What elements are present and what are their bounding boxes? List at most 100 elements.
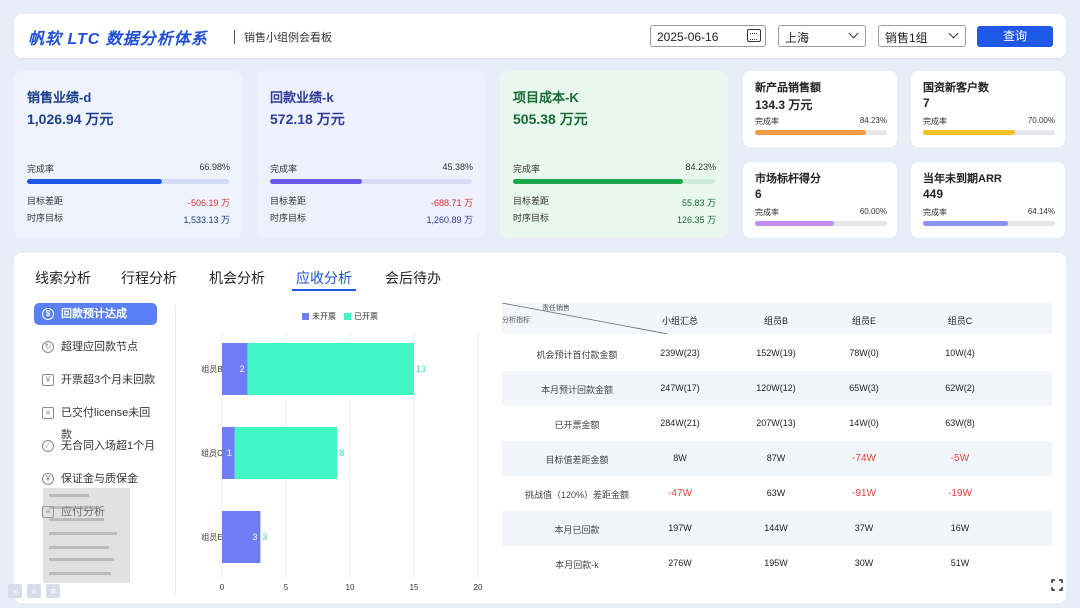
side-item-license-unpaid[interactable]: ≡ 已交付license未回款: [34, 402, 157, 441]
mini-progress-bar: [923, 221, 1055, 226]
tab-todos[interactable]: 会后待办: [385, 270, 441, 286]
tab-receivables[interactable]: 应收分析: [296, 270, 352, 286]
wallet-icon: $: [42, 308, 54, 320]
side-divider: [175, 305, 176, 595]
first-page-icon[interactable]: «: [8, 584, 22, 598]
mini-card-new-clients: 国资新客户数 7 完成率 70.00%: [911, 71, 1065, 147]
table-corner-bottom-label: 分析指标: [502, 317, 530, 324]
kpi-rate-value: 66.98%: [199, 162, 230, 172]
side-item-deposits[interactable]: ¥ 保证金与质保金: [34, 468, 157, 490]
tab-opportunities[interactable]: 机会分析: [209, 270, 265, 286]
calendar-icon[interactable]: [747, 29, 761, 42]
query-button[interactable]: 查询: [977, 26, 1053, 47]
mini-rate-value: 60.00%: [859, 207, 887, 216]
active-tab-indicator: [292, 289, 356, 291]
mini-progress-fill: [755, 130, 867, 135]
date-picker[interactable]: 2025-06-16: [650, 25, 766, 47]
table-row: [502, 336, 1052, 371]
mini-progress-bar: [923, 130, 1055, 135]
data-label: 1: [227, 448, 232, 458]
table-cell: -47W: [668, 488, 692, 499]
invoice-icon: ¥: [42, 374, 54, 386]
chevron-down-icon: [848, 28, 859, 39]
table-cell: 10W(4): [945, 348, 975, 358]
table-cell: 62W(2): [945, 383, 975, 393]
data-label: 2: [240, 364, 245, 374]
table-cell: 65W(3): [849, 383, 879, 393]
side-item-label: 回款预计达成: [61, 308, 127, 320]
mini-rate-value: 70.00%: [1027, 116, 1055, 125]
x-tick-label: 0: [220, 583, 225, 592]
bar-segment: [234, 427, 338, 479]
side-item-label: 无合同入场超1个月: [61, 440, 156, 452]
table-cell: 63W: [766, 488, 786, 498]
table-row: [502, 511, 1052, 546]
mini-value: 449: [923, 187, 944, 201]
receivable-bar-chart: 未开票 已开票 0 5 10 15 20 组员B 2 13 组员C 1 8 组员E 3 3: [201, 311, 483, 592]
city-select[interactable]: 上海: [778, 25, 866, 47]
document-icon: ≡: [42, 506, 54, 518]
tab-leads[interactable]: 线索分析: [35, 270, 91, 286]
kpi-card-cost: 项目成本-K 505.38 万元 完成率 84.23% 目标差距 55.83 万…: [500, 71, 728, 238]
table-cell: 16W: [950, 523, 970, 533]
kpi-value: 572.18 万元: [270, 111, 345, 127]
data-label: 3: [262, 532, 267, 542]
table-column-header: 组员B: [763, 316, 788, 326]
table-cell: 195W: [764, 558, 788, 568]
side-item-payback-forecast[interactable]: $ 回款预计达成: [34, 303, 157, 325]
mini-title: 当年未到期ARR: [923, 173, 1002, 185]
x-tick-label: 15: [410, 583, 419, 592]
brand-title: 帆软 LTC 数据分析体系: [28, 31, 208, 48]
fullscreen-icon[interactable]: [1051, 579, 1063, 591]
refresh-icon: ↻: [42, 341, 54, 353]
table-row-label: 本月回款-k: [555, 560, 599, 570]
side-item-no-contract[interactable]: ⁄ 无合同入场超1个月: [34, 435, 157, 457]
mini-progress-bar: [755, 130, 887, 135]
mini-title: 国资新客户数: [923, 82, 989, 94]
bar-segment: [222, 511, 261, 563]
table-cell: 63W(8): [945, 418, 975, 428]
kpi-card-sales: 销售业绩-d 1,026.94 万元 完成率 66.98% 目标差距 -506.…: [14, 71, 242, 238]
table-cell: 78W(0): [849, 348, 879, 358]
table-cell: 14W(0): [849, 418, 879, 428]
table-cell: -19W: [948, 488, 972, 499]
side-item-label: 保证金与质保金: [61, 473, 138, 485]
table-cell: 120W(12): [756, 383, 796, 393]
legend-swatch: [302, 313, 309, 320]
menu-icon[interactable]: ≡: [46, 584, 60, 598]
table-row: [502, 406, 1052, 441]
table-cell: 276W: [668, 558, 692, 568]
table-cell: 152W(19): [756, 348, 796, 358]
table-cell: 207W(13): [756, 418, 796, 428]
mini-value: 134.3 万元: [755, 98, 813, 112]
kpi-rate-label: 完成率: [27, 164, 55, 174]
team-select[interactable]: 销售1组: [878, 25, 966, 47]
kpi-gap-label: 目标差距: [270, 196, 307, 206]
kpi-gap-value: -688.71 万: [430, 198, 473, 208]
table-cell: 37W: [854, 523, 874, 533]
side-item-payables[interactable]: ≡ 应付分析: [34, 501, 157, 523]
kpi-seq-value: 126.35 万: [676, 215, 716, 225]
mini-rate-value: 84.23%: [859, 116, 887, 125]
table-cell: 239W(23): [660, 348, 700, 358]
side-item-overdue-nodes[interactable]: ↻ 超理应回款节点: [34, 336, 157, 358]
table-cell: 8W: [673, 453, 687, 463]
table-row-label: 目标值差距金额: [545, 455, 609, 465]
dashboard-subtitle: 销售小组例会看板: [244, 32, 332, 44]
header-divider: [234, 30, 235, 44]
table-cell: -74W: [852, 453, 876, 464]
kpi-value: 505.38 万元: [513, 111, 588, 127]
mini-value: 7: [923, 96, 930, 110]
side-item-label: 超理应回款节点: [61, 341, 138, 353]
kpi-seq-label: 时序目标: [270, 213, 307, 223]
mini-title: 新产品销售额: [755, 82, 821, 94]
next-page-icon[interactable]: »: [27, 584, 41, 598]
kpi-gap-label: 目标差距: [513, 196, 550, 206]
table-cell: -91W: [852, 488, 876, 499]
side-item-invoice-unpaid[interactable]: ¥ 开票超3个月未回款: [34, 369, 157, 391]
table-row: [502, 441, 1052, 476]
tab-trips[interactable]: 行程分析: [121, 270, 177, 286]
table-cell: 87W: [766, 453, 786, 463]
mini-rate-label: 完成率: [923, 208, 947, 217]
kpi-seq-value: 1,260.89 万: [426, 215, 473, 225]
